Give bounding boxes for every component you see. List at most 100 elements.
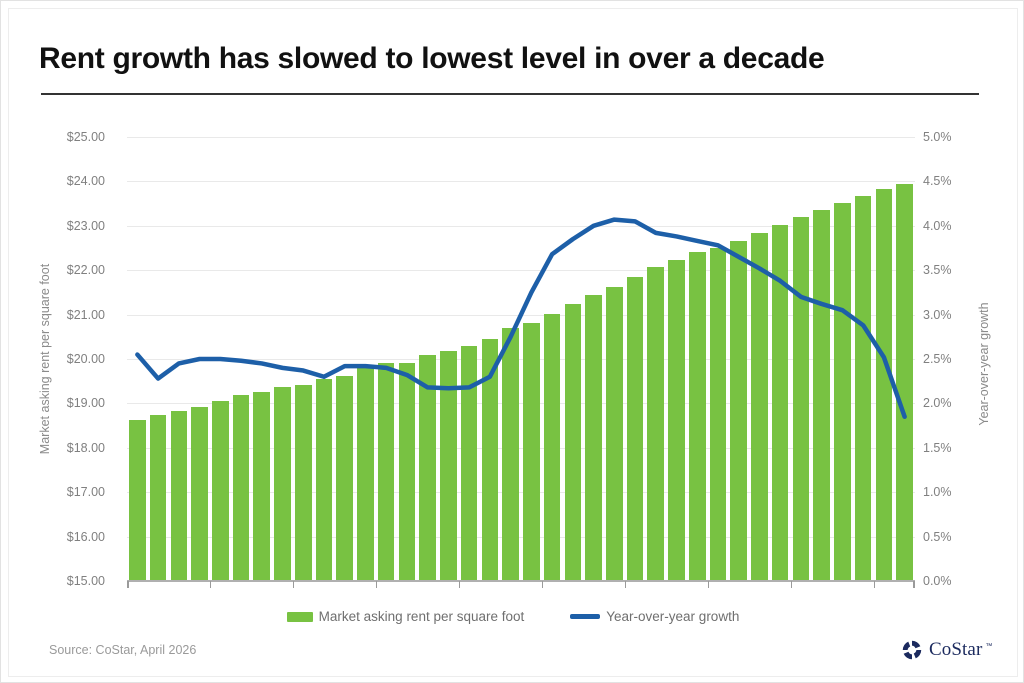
bar[interactable] bbox=[357, 365, 374, 581]
bar[interactable] bbox=[668, 260, 685, 581]
legend-item-bar[interactable]: Market asking rent per square foot bbox=[286, 609, 525, 624]
gridline bbox=[127, 181, 915, 183]
y-axis-right-title: Year-over-year growth bbox=[977, 302, 991, 426]
gridline bbox=[127, 447, 915, 449]
gridline bbox=[127, 492, 915, 494]
y-axis-left-tick-label: $20.00 bbox=[66, 352, 105, 366]
bar[interactable] bbox=[854, 195, 872, 581]
bar[interactable] bbox=[232, 395, 250, 581]
x-axis-tick-mark bbox=[375, 581, 378, 588]
gridline bbox=[127, 270, 915, 272]
costar-logo: CoStar ™ bbox=[901, 639, 992, 661]
y-axis-left-tick-label: $22.00 bbox=[66, 263, 105, 278]
y-axis-left-tick-label: $18.00 bbox=[66, 440, 105, 455]
bar[interactable] bbox=[253, 392, 271, 581]
bar[interactable] bbox=[730, 241, 748, 581]
bar[interactable] bbox=[564, 303, 582, 581]
bar[interactable] bbox=[129, 419, 146, 581]
gridline bbox=[127, 137, 915, 138]
title-divider bbox=[41, 93, 979, 95]
bar[interactable] bbox=[212, 400, 229, 581]
legend-bar-swatch-icon bbox=[286, 611, 313, 622]
bar[interactable] bbox=[440, 351, 457, 581]
bar[interactable] bbox=[606, 287, 623, 581]
y-axis-left-tick-label: $19.00 bbox=[66, 396, 105, 411]
bar[interactable] bbox=[460, 345, 478, 581]
y-axis-right-tick-label: 2.5% bbox=[923, 352, 952, 366]
bar[interactable] bbox=[336, 375, 354, 581]
y-axis-left-tick-label: $23.00 bbox=[66, 218, 105, 233]
bar[interactable] bbox=[398, 362, 416, 581]
bar[interactable] bbox=[170, 410, 188, 581]
y-axis-left-tick-label: $25.00 bbox=[66, 130, 105, 144]
y-axis-left-title: Market asking rent per square foot bbox=[38, 263, 52, 455]
y-axis-right-tick-label: 5.0% bbox=[923, 130, 952, 144]
y-axis-right-tick-label: 3.5% bbox=[923, 263, 952, 278]
costar-logo-text: CoStar bbox=[929, 639, 983, 660]
growth-line[interactable] bbox=[135, 217, 907, 419]
y-axis-right-tick-label: 0.5% bbox=[923, 529, 952, 544]
chart-legend: Market asking rent per square foot Year-… bbox=[9, 609, 1017, 624]
bar[interactable] bbox=[294, 384, 312, 581]
y-axis-right-tick-label: 3.0% bbox=[923, 307, 952, 322]
plot-area: 2017201820192020202120222023202420252026 bbox=[127, 137, 915, 588]
gridline bbox=[127, 225, 915, 227]
bar[interactable] bbox=[585, 294, 602, 581]
gridline bbox=[127, 536, 915, 538]
y-axis-left-tick-label: $17.00 bbox=[66, 485, 105, 500]
legend-label-line: Year-over-year growth bbox=[606, 609, 740, 624]
bar[interactable] bbox=[419, 355, 436, 581]
y-axis-right-tick-label: 4.0% bbox=[923, 218, 952, 233]
bar[interactable] bbox=[834, 202, 851, 581]
y-axis-left-tick-label: $24.00 bbox=[66, 174, 105, 189]
x-axis-tick-mark bbox=[458, 581, 461, 588]
bar[interactable] bbox=[896, 183, 913, 581]
chart-canvas: 2017201820192020202120222023202420252026… bbox=[9, 9, 1017, 676]
bar[interactable] bbox=[274, 387, 291, 581]
x-axis-line bbox=[127, 580, 915, 582]
bar[interactable] bbox=[543, 313, 561, 581]
x-axis-tick-mark bbox=[624, 581, 627, 588]
source-note: Source: CoStar, April 2026 bbox=[49, 643, 197, 657]
y-axis-right-tick-label: 1.0% bbox=[923, 485, 952, 500]
bar[interactable] bbox=[771, 224, 789, 581]
y-axis-left-tick-label: $21.00 bbox=[66, 307, 105, 322]
gridline bbox=[127, 581, 915, 582]
page-title: Rent growth has slowed to lowest level i… bbox=[39, 42, 825, 75]
bar[interactable] bbox=[523, 322, 540, 581]
x-axis-tick-mark bbox=[209, 581, 212, 588]
bar[interactable] bbox=[792, 216, 810, 581]
bar[interactable] bbox=[751, 232, 768, 581]
x-axis-tick-mark bbox=[707, 581, 710, 588]
gridline bbox=[127, 403, 915, 405]
bar[interactable] bbox=[315, 379, 333, 581]
x-axis-tick-mark bbox=[790, 581, 793, 588]
bar[interactable] bbox=[688, 252, 706, 581]
x-axis-tick-mark bbox=[541, 581, 544, 588]
legend-item-line[interactable]: Year-over-year growth bbox=[570, 609, 739, 624]
bar[interactable] bbox=[377, 362, 395, 581]
x-axis-tick-mark bbox=[873, 581, 875, 588]
bar[interactable] bbox=[626, 276, 644, 581]
x-axis-tick-mark bbox=[292, 581, 295, 588]
bar[interactable] bbox=[647, 266, 665, 581]
line-series bbox=[135, 217, 907, 419]
chart-card: Rent growth has slowed to lowest level i… bbox=[9, 9, 1017, 676]
bar[interactable] bbox=[875, 188, 893, 581]
bar[interactable] bbox=[502, 327, 519, 581]
trademark-symbol: ™ bbox=[985, 643, 993, 650]
legend-line-swatch-icon bbox=[570, 614, 601, 619]
bar[interactable] bbox=[149, 415, 167, 581]
y-axis-left-tick-label: $16.00 bbox=[66, 529, 105, 544]
legend-label-bar: Market asking rent per square foot bbox=[318, 609, 525, 624]
costar-pinwheel-icon bbox=[902, 640, 922, 660]
bar[interactable] bbox=[481, 339, 499, 581]
y-axis-right-tick-label: 4.5% bbox=[923, 174, 952, 189]
x-axis-tick-mark bbox=[913, 581, 915, 588]
y-axis-right-tick-label: 1.5% bbox=[923, 440, 952, 455]
bar[interactable] bbox=[191, 407, 208, 581]
bar[interactable] bbox=[709, 248, 727, 581]
y-axis-right-tick-label: 2.0% bbox=[923, 396, 952, 411]
y-axis-right-tick-label: 0.0% bbox=[923, 574, 952, 588]
